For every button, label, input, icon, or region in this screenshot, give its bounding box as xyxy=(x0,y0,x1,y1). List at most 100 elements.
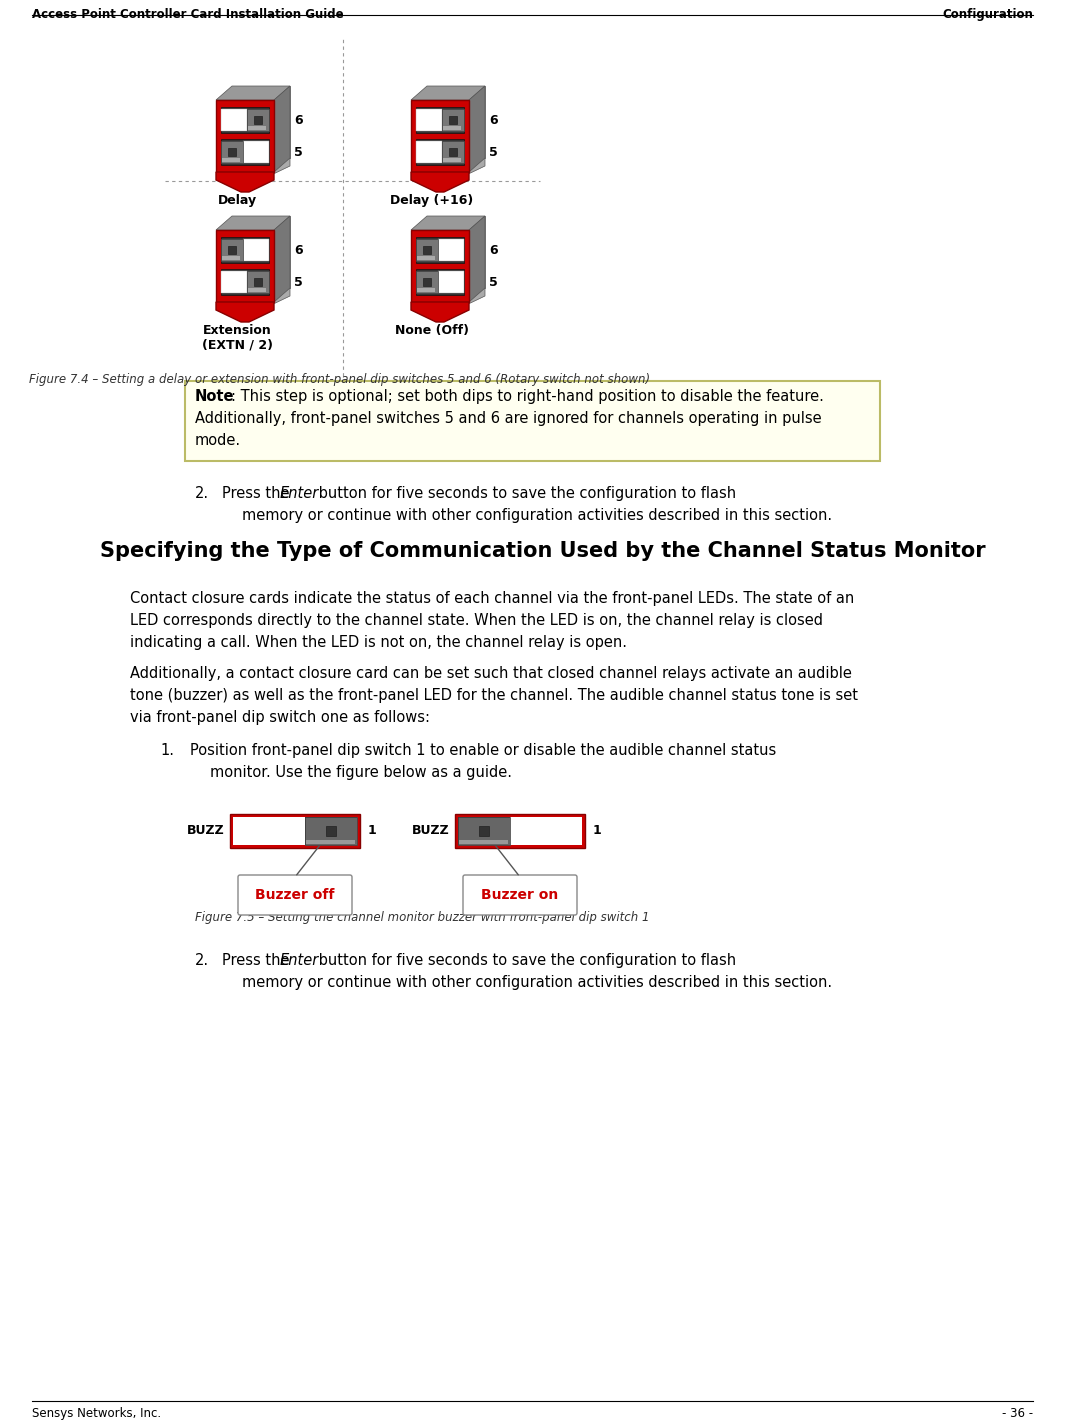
Polygon shape xyxy=(232,216,290,288)
Text: indicating a call. When the LED is not on, the channel relay is open.: indicating a call. When the LED is not o… xyxy=(130,635,627,649)
FancyBboxPatch shape xyxy=(423,279,431,286)
Text: 1: 1 xyxy=(368,824,377,837)
FancyBboxPatch shape xyxy=(458,817,581,845)
FancyBboxPatch shape xyxy=(438,271,464,293)
FancyBboxPatch shape xyxy=(216,230,274,303)
Text: Delay: Delay xyxy=(217,195,257,207)
FancyBboxPatch shape xyxy=(243,239,269,261)
Text: mode.: mode. xyxy=(195,433,241,448)
Polygon shape xyxy=(274,216,290,303)
FancyBboxPatch shape xyxy=(248,288,266,291)
FancyBboxPatch shape xyxy=(411,230,469,303)
Polygon shape xyxy=(232,158,290,178)
FancyBboxPatch shape xyxy=(442,109,464,131)
FancyBboxPatch shape xyxy=(222,107,269,134)
Text: None (Off): None (Off) xyxy=(395,324,469,337)
Text: Configuration: Configuration xyxy=(943,9,1033,21)
Text: Press the: Press the xyxy=(222,953,294,968)
Text: Enter: Enter xyxy=(280,953,320,968)
FancyBboxPatch shape xyxy=(443,158,461,162)
FancyBboxPatch shape xyxy=(185,381,880,460)
FancyBboxPatch shape xyxy=(305,817,357,845)
Text: Sensys Networks, Inc.: Sensys Networks, Inc. xyxy=(32,1407,161,1420)
Text: 5: 5 xyxy=(294,276,302,288)
FancyBboxPatch shape xyxy=(248,126,266,129)
Text: Extension
(EXTN / 2): Extension (EXTN / 2) xyxy=(201,324,273,352)
Text: Figure 7.4 – Setting a delay or extension with front-panel dip switches 5 and 6 : Figure 7.4 – Setting a delay or extensio… xyxy=(30,372,651,387)
FancyBboxPatch shape xyxy=(449,117,457,124)
Text: Contact closure cards indicate the status of each channel via the front-panel LE: Contact closure cards indicate the statu… xyxy=(130,591,854,605)
FancyBboxPatch shape xyxy=(228,246,235,254)
FancyBboxPatch shape xyxy=(247,109,269,131)
FancyBboxPatch shape xyxy=(417,288,435,291)
Text: 5: 5 xyxy=(294,145,302,159)
FancyBboxPatch shape xyxy=(243,141,269,163)
FancyBboxPatch shape xyxy=(237,875,353,915)
FancyBboxPatch shape xyxy=(455,814,585,848)
Polygon shape xyxy=(216,216,290,230)
Text: 5: 5 xyxy=(489,276,497,288)
FancyBboxPatch shape xyxy=(222,109,247,131)
Text: Delay (+16): Delay (+16) xyxy=(391,195,474,207)
FancyBboxPatch shape xyxy=(222,139,269,165)
Text: BUZZ: BUZZ xyxy=(187,824,225,837)
Text: - 36 -: - 36 - xyxy=(1002,1407,1033,1420)
Polygon shape xyxy=(232,87,290,158)
FancyBboxPatch shape xyxy=(416,237,464,263)
Text: button for five seconds to save the configuration to flash: button for five seconds to save the conf… xyxy=(314,953,736,968)
Text: tone (buzzer) as well as the front-panel LED for the channel. The audible channe: tone (buzzer) as well as the front-panel… xyxy=(130,688,858,703)
Text: 2.: 2. xyxy=(195,953,209,968)
Text: Press the: Press the xyxy=(222,486,294,502)
FancyBboxPatch shape xyxy=(222,256,240,260)
FancyBboxPatch shape xyxy=(463,875,577,915)
FancyBboxPatch shape xyxy=(423,246,431,254)
Polygon shape xyxy=(216,303,274,323)
FancyBboxPatch shape xyxy=(417,256,435,260)
Text: 6: 6 xyxy=(489,243,497,257)
Text: Specifying the Type of Communication Used by the Channel Status Monitor: Specifying the Type of Communication Use… xyxy=(100,541,985,561)
Polygon shape xyxy=(427,87,485,158)
Polygon shape xyxy=(427,288,485,308)
FancyBboxPatch shape xyxy=(222,271,247,293)
Polygon shape xyxy=(216,172,274,192)
Polygon shape xyxy=(411,172,469,192)
Text: Additionally, a contact closure card can be set such that closed channel relays : Additionally, a contact closure card can… xyxy=(130,666,852,681)
Text: : This step is optional; set both dips to right-hand position to disable the fea: : This step is optional; set both dips t… xyxy=(231,389,824,404)
FancyBboxPatch shape xyxy=(416,239,438,261)
Text: 5: 5 xyxy=(489,145,497,159)
Text: 6: 6 xyxy=(294,114,302,126)
Text: 1.: 1. xyxy=(160,743,174,757)
FancyBboxPatch shape xyxy=(222,158,240,162)
Polygon shape xyxy=(232,288,290,308)
FancyBboxPatch shape xyxy=(222,239,243,261)
Polygon shape xyxy=(427,158,485,178)
FancyBboxPatch shape xyxy=(458,817,510,845)
FancyBboxPatch shape xyxy=(479,826,489,836)
Text: Enter: Enter xyxy=(280,486,320,502)
FancyBboxPatch shape xyxy=(416,271,438,293)
FancyBboxPatch shape xyxy=(233,817,357,845)
Text: button for five seconds to save the configuration to flash: button for five seconds to save the conf… xyxy=(314,486,736,502)
Polygon shape xyxy=(469,87,485,172)
FancyBboxPatch shape xyxy=(326,826,335,836)
FancyBboxPatch shape xyxy=(222,269,269,296)
FancyBboxPatch shape xyxy=(416,269,464,296)
FancyBboxPatch shape xyxy=(255,117,262,124)
FancyBboxPatch shape xyxy=(416,107,464,134)
FancyBboxPatch shape xyxy=(416,141,442,163)
Polygon shape xyxy=(411,87,485,99)
Text: Buzzer on: Buzzer on xyxy=(481,888,559,902)
FancyBboxPatch shape xyxy=(442,141,464,163)
Text: memory or continue with other configuration activities described in this section: memory or continue with other configurat… xyxy=(242,507,832,523)
FancyBboxPatch shape xyxy=(449,148,457,156)
Text: 1: 1 xyxy=(593,824,602,837)
Text: Position front-panel dip switch 1 to enable or disable the audible channel statu: Position front-panel dip switch 1 to ena… xyxy=(190,743,776,757)
FancyBboxPatch shape xyxy=(510,817,581,845)
FancyBboxPatch shape xyxy=(222,141,243,163)
FancyBboxPatch shape xyxy=(416,109,442,131)
FancyBboxPatch shape xyxy=(416,139,464,165)
Polygon shape xyxy=(469,216,485,303)
FancyBboxPatch shape xyxy=(306,840,355,844)
Text: Additionally, front-panel switches 5 and 6 are ignored for channels operating in: Additionally, front-panel switches 5 and… xyxy=(195,411,821,426)
Text: via front-panel dip switch one as follows:: via front-panel dip switch one as follow… xyxy=(130,710,430,725)
